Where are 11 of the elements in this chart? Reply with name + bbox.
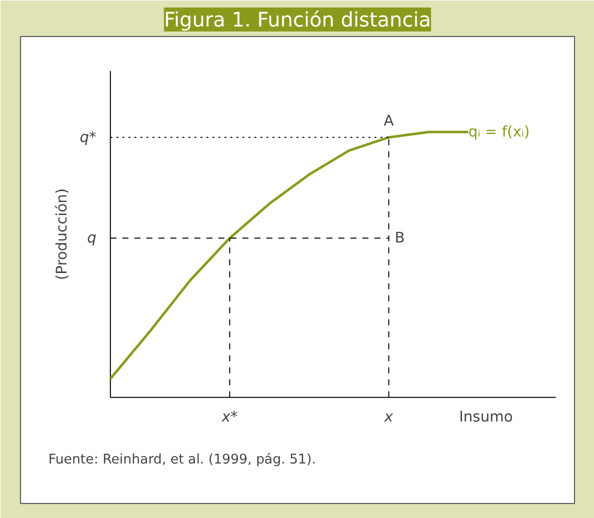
annotation: B [394,230,405,247]
ref-line-label: q [87,230,96,247]
x-axis-title: Insumo [459,408,513,426]
text: A [384,112,394,130]
chart-title: Figura 1. Función distancia [164,8,432,32]
x-tick-label: x* [220,408,238,426]
source-note: Fuente: Reinhard, et al. (1999, pág. 51). [48,452,316,468]
y-axis-title: (Producción) [53,188,70,280]
x-tick-label: x [383,408,394,426]
ref-line-label: q* [80,128,96,146]
series-label: qᵢ = f(xᵢ) [468,124,530,141]
